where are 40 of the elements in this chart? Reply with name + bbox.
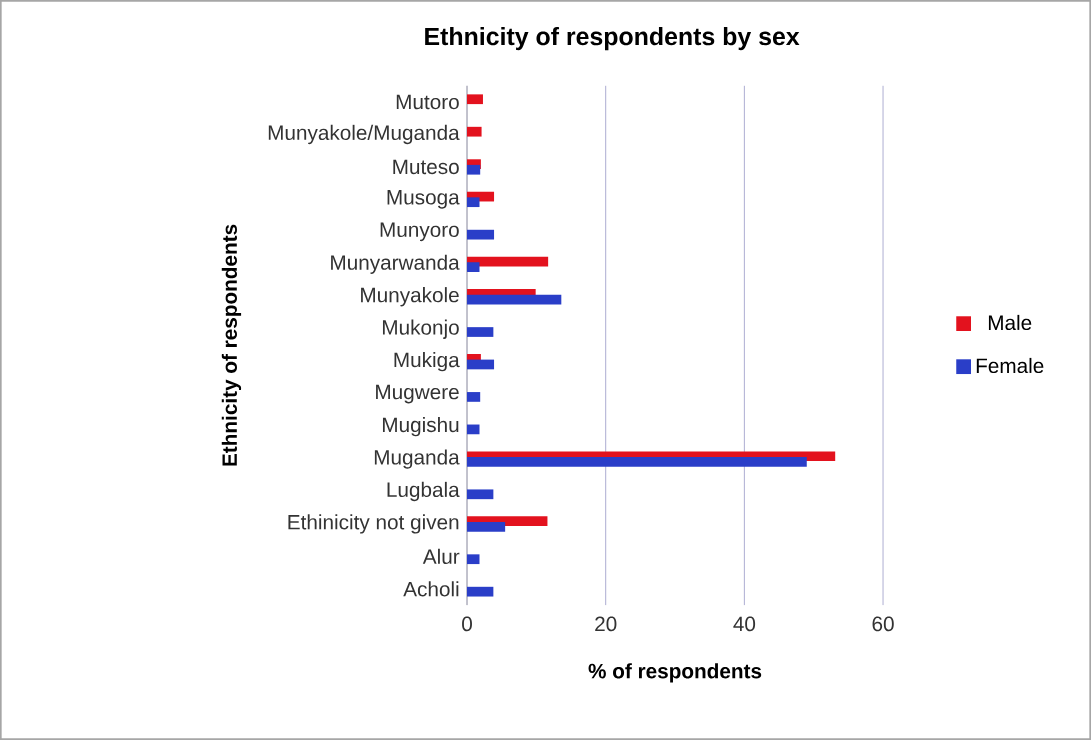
y-tick-label: Muganda [374,449,460,469]
bar [467,359,495,370]
y-tick-label: Alur [422,548,460,565]
legend-label: Male [988,314,1032,331]
bar [467,489,494,500]
legend-label: Female [976,357,1044,374]
bar [467,294,562,305]
x-tick-label: 20 [595,616,617,632]
y-tick-label: Munyoro [380,222,459,242]
bar [467,457,807,467]
y-tick-label: Munyarwanda [331,254,460,275]
x-tick-label: 60 [872,616,894,632]
bar [467,521,506,532]
chart-title: Ethnicity of respondents by sex [425,27,800,51]
x-tick-label: 40 [733,616,756,632]
x-tick-label: 0 [462,616,472,632]
x-axis-title: % of respondents [588,663,762,683]
y-tick-label: Mukonjo [382,319,459,339]
bar [467,126,482,137]
y-tick-label: Mutoro [396,94,459,110]
y-tick-label: Mugwere [376,384,459,404]
y-tick-label: Mukiga [394,352,460,372]
y-tick-label: Lugbala [387,481,460,502]
bar [467,164,481,175]
bar [467,392,481,402]
y-axis-title: Ethnicity of respondents [221,224,242,466]
bar [467,197,480,208]
y-tick-label: Munyakole/Muganda [268,124,460,145]
y-tick-label: Muteso [393,159,459,175]
y-tick-label: Musoga [387,190,460,209]
y-tick-label: Acholi [403,581,459,597]
bar [467,586,494,597]
bar [467,262,480,273]
bar [467,229,495,240]
y-tick-label: Munyakole [361,287,459,307]
bar [467,94,483,105]
y-tick-label: Mugishu [382,416,459,437]
bar [467,327,494,337]
bar [467,554,480,565]
y-tick-label: Ethinicity not given [288,514,459,534]
